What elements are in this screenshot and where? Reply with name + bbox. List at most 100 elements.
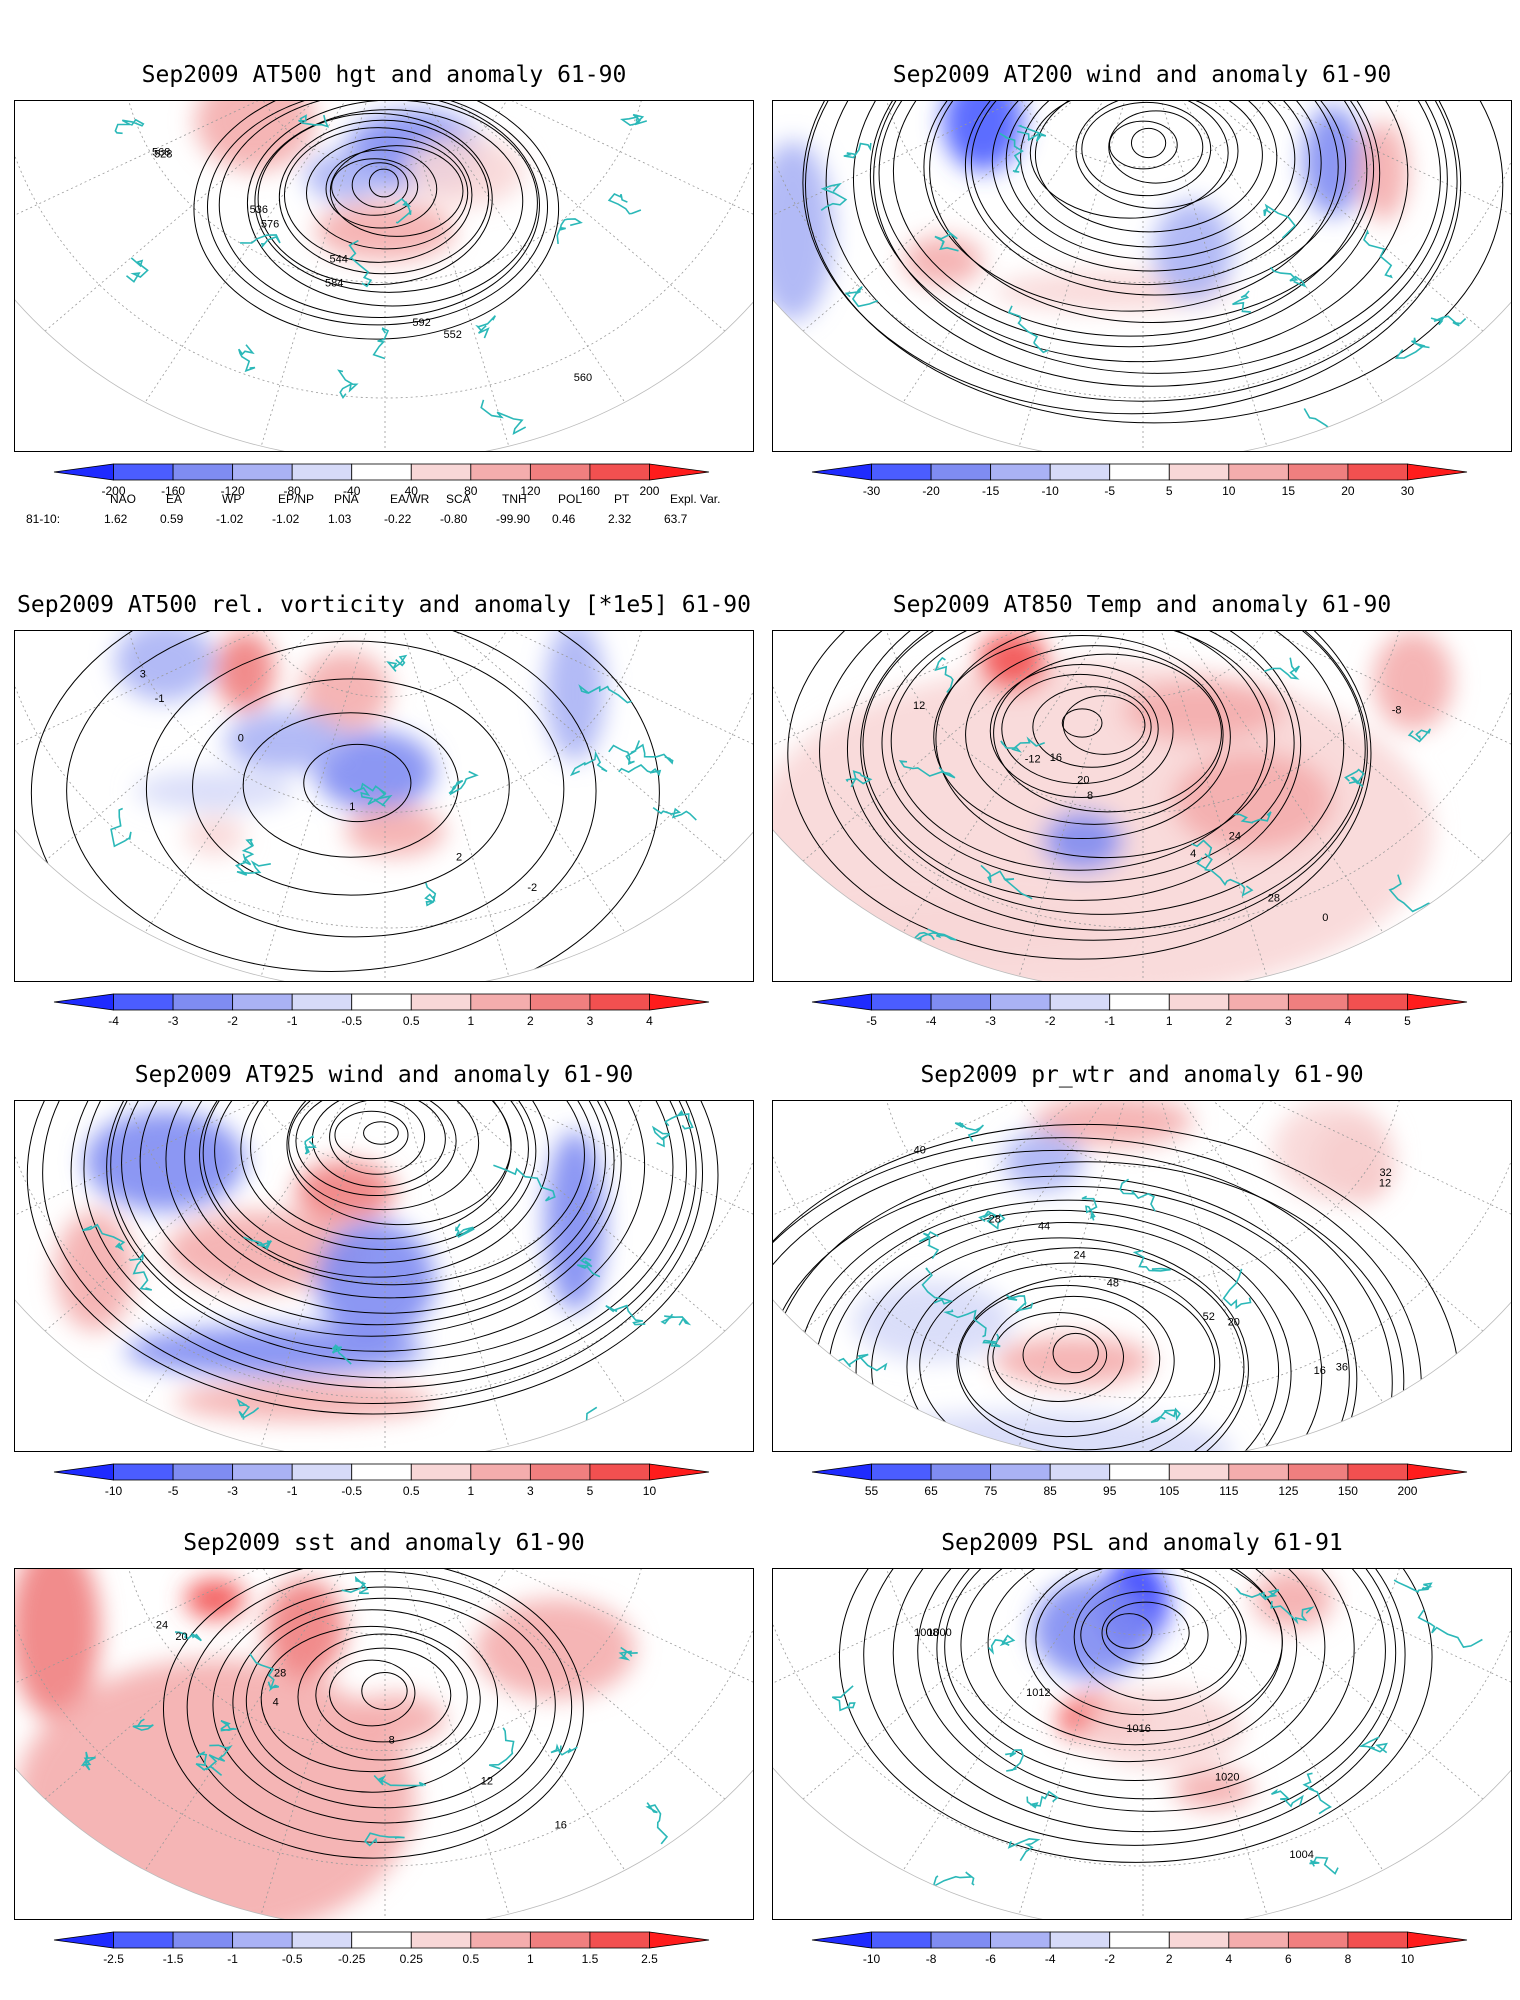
contour-label: 20 xyxy=(1077,775,1089,787)
contour-label: 28 xyxy=(989,1213,1001,1225)
contour-line xyxy=(199,1101,585,1286)
contour-line xyxy=(214,1101,537,1264)
colorbar-tick: 115 xyxy=(1219,1484,1239,1498)
coastline xyxy=(1270,1600,1315,1625)
contour-label: 40 xyxy=(914,1145,926,1157)
coastline xyxy=(349,787,393,807)
anomaly-shading xyxy=(1083,1689,1243,1769)
coastline xyxy=(978,1210,1006,1230)
contour-line xyxy=(960,1569,1298,1763)
map-plot: 24 28 8 12 16 20 4 xyxy=(14,1568,754,1920)
colorbar-tick: -0.5 xyxy=(281,1952,303,1966)
colorbar-tick: -10 xyxy=(104,1484,123,1498)
coastline xyxy=(298,114,330,128)
contour-label: -8 xyxy=(1392,705,1402,717)
colorbar-tick: 160 xyxy=(579,484,600,498)
coastline xyxy=(129,1251,153,1291)
coastline xyxy=(660,1313,692,1326)
anomaly-shading xyxy=(300,651,390,731)
coastline xyxy=(1232,290,1251,313)
contour-line xyxy=(965,645,1224,825)
contour-line xyxy=(186,1571,573,1843)
contour-label: 1012 xyxy=(1026,1687,1050,1699)
colorbar-tick: 5 xyxy=(1165,484,1173,498)
anomaly-shading xyxy=(1253,1569,1333,1629)
coastline xyxy=(80,1751,96,1771)
colorbar-tick: -4 xyxy=(108,1014,119,1028)
coastline xyxy=(664,1109,694,1130)
colorbar-graphic xyxy=(53,993,710,1011)
coastline xyxy=(1026,1790,1059,1809)
colorbar-tick: 3 xyxy=(527,1484,534,1498)
colorbar-tick: 0.5 xyxy=(402,1014,420,1028)
coastline xyxy=(1235,1587,1280,1601)
contour-line xyxy=(1022,1325,1108,1385)
colorbar-tick: -10 xyxy=(1041,484,1059,498)
contour-line xyxy=(1052,1332,1099,1374)
tele-index-value: -1.02 xyxy=(216,512,244,526)
coastline xyxy=(550,1743,578,1756)
colorbar-graphic xyxy=(811,993,1468,1011)
anomaly-shading xyxy=(1153,201,1233,301)
contour-line xyxy=(1001,673,1159,785)
tele-index-value: 0.59 xyxy=(160,512,184,526)
contour-label: 552 xyxy=(444,329,462,341)
colorbar-tick: -1.5 xyxy=(162,1952,184,1966)
contour-label: 3 xyxy=(140,669,146,681)
contour-line xyxy=(958,1284,1175,1438)
contour-label: 592 xyxy=(412,317,430,329)
coastline xyxy=(645,1802,669,1845)
coastline xyxy=(424,882,437,907)
coastline xyxy=(652,806,697,821)
contour-line xyxy=(956,1275,1216,1451)
contour-line xyxy=(361,1671,408,1711)
colorbar-tick: 2.5 xyxy=(641,1952,658,1966)
colorbar-tick: 120 xyxy=(520,484,541,498)
coastline xyxy=(454,1223,475,1238)
tele-index-value: 63.7 xyxy=(664,512,688,526)
coastline xyxy=(337,369,359,399)
colorbar-tick: -2 xyxy=(227,1014,238,1028)
coastline xyxy=(1081,1195,1098,1221)
map-graphic xyxy=(15,1101,753,1451)
contour-label: 28 xyxy=(274,1668,286,1680)
contour-label: -1 xyxy=(155,693,165,705)
contour-line xyxy=(992,1311,1124,1403)
anomaly-shading xyxy=(1273,1101,1393,1201)
contour-label: 560 xyxy=(574,372,592,384)
colorbar-tick: -3 xyxy=(227,1484,238,1498)
contour-line xyxy=(363,1121,399,1145)
anomaly-shading xyxy=(345,1694,445,1744)
colorbar-tick: 1 xyxy=(527,1952,534,1966)
map-plot: 40 44 48 52 36 32 28 24 20 16 12 xyxy=(772,1100,1512,1452)
colorbar-tick: 85 xyxy=(1043,1484,1057,1498)
panel-title: Sep2009 sst and anomaly 61-90 xyxy=(183,1530,585,1556)
contour-line xyxy=(254,109,524,293)
anomaly-shading xyxy=(1043,811,1123,871)
colorbar-tick: 1 xyxy=(1165,1014,1173,1028)
coastline xyxy=(980,864,1033,900)
contour-line xyxy=(944,1569,1326,1781)
contour-line xyxy=(1032,686,1152,768)
contour-label: 1020 xyxy=(1215,1772,1239,1784)
coastline xyxy=(1344,768,1365,788)
colorbar-graphic xyxy=(811,1931,1468,1949)
map-plot xyxy=(14,1100,754,1452)
contour-label: 32 xyxy=(1380,1167,1392,1179)
contour-label: 544 xyxy=(330,254,348,266)
contour-line xyxy=(260,1625,481,1773)
coastline xyxy=(569,750,608,777)
tele-index-name: PNA xyxy=(334,492,359,506)
contour-line xyxy=(1081,101,1212,197)
colorbar-graphic xyxy=(53,1931,710,1949)
coastline xyxy=(240,234,281,248)
anomaly-shading xyxy=(545,631,605,761)
contour-line xyxy=(212,1586,556,1824)
contour-line xyxy=(1073,1573,1242,1701)
tele-index-value: -99.90 xyxy=(496,512,531,526)
colorbar-tick: 4 xyxy=(646,1014,653,1028)
coastline xyxy=(373,1774,427,1787)
coastline xyxy=(132,1718,154,1731)
colorbar-tick: 15 xyxy=(1281,484,1296,498)
coastline xyxy=(1270,266,1307,288)
